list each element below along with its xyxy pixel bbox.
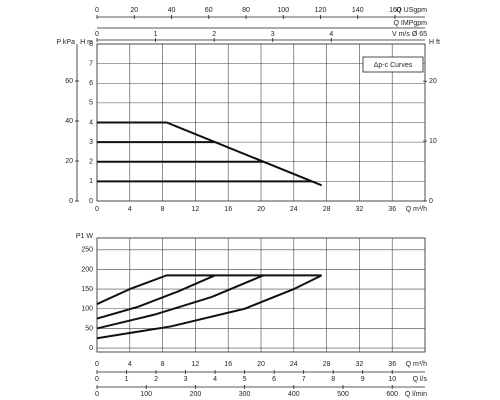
x-tick-label: 32 [356,206,364,213]
scale-tick-label: 9 [361,376,365,383]
x-tick-label: 4 [128,361,132,368]
legend-title: Δp-c Curves [374,62,413,69]
y-tick-label: 5 [89,100,93,107]
scale-tick-label: 5 [243,376,247,383]
y-tick-label: 0 [89,345,93,352]
scale-tick-label: 1 [154,31,158,38]
y-tick-label: 100 [81,306,93,313]
x-tick-label: 0 [95,361,99,368]
curve [96,274,322,305]
y-axis-label: P1 W [76,233,94,240]
scale-label: Q IMPgpm [394,20,428,27]
y-tick-label: 2 [89,159,93,166]
x-tick-label: 36 [388,206,396,213]
scale-tick-label: 100 [140,391,152,398]
x-tick-label: 28 [323,206,331,213]
scale-tick-label: 3 [271,31,275,38]
side-tick-label: 20 [429,78,437,85]
scale-tick-label: 60 [205,7,213,14]
kpa-label: P kPa [56,39,75,46]
x-tick-label: 32 [356,361,364,368]
ft-label: H ft [429,39,440,46]
scale-tick-label: 100 [277,7,289,14]
scale-tick-label: 80 [242,7,250,14]
scale-tick-label: 120 [315,7,327,14]
scale-tick-label: 7 [302,376,306,383]
scale-tick-label: 200 [190,391,202,398]
scale-tick-label: 6 [272,376,276,383]
side-tick-label: 10 [429,138,437,145]
scale-tick-label: 4 [329,31,333,38]
scale-tick-label: 2 [154,376,158,383]
x-tick-label: 20 [257,206,265,213]
x-tick-label: 12 [192,206,200,213]
y-tick-label: 8 [89,41,93,48]
x-tick-label: 24 [290,361,298,368]
x-tick-label: 12 [192,361,200,368]
scale-tick-label: 0 [95,31,99,38]
x-tick-label: 0 [95,206,99,213]
scale-tick-label: 140 [352,7,364,14]
y-tick-label: 3 [89,139,93,146]
side-tick-label: 20 [65,158,73,165]
x-tick-label: 24 [290,206,298,213]
y-tick-label: 150 [81,286,93,293]
y-tick-label: 50 [85,325,93,332]
scale-tick-label: 0 [95,7,99,14]
scale-label: Q l/s [413,376,428,383]
scale-label: Q l/min [405,391,427,398]
side-tick-label: 0 [429,198,433,205]
x-tick-label: 8 [161,361,165,368]
scale-tick-label: 600 [386,391,398,398]
y-axis-label: H m [80,39,93,46]
y-tick-label: 4 [89,119,93,126]
x-tick-label: 4 [128,206,132,213]
scale-tick-label: 20 [130,7,138,14]
y-tick-label: 7 [89,60,93,67]
x-tick-label: 16 [224,206,232,213]
scale-tick-label: 8 [331,376,335,383]
curve [96,274,216,320]
y-tick-label: 1 [89,178,93,185]
y-tick-label: 6 [89,80,93,87]
scale-tick-label: 0 [95,376,99,383]
scale-tick-label: 4 [213,376,217,383]
side-tick-label: 60 [65,78,73,85]
scale-tick-label: 400 [288,391,300,398]
side-tick-label: 40 [65,118,73,125]
curve [96,274,323,340]
x-tick-label: 8 [161,206,165,213]
y-tick-label: 250 [81,247,93,254]
legend-box [362,56,424,73]
scale-tick-label: 2 [212,31,216,38]
x-tick-label: 28 [323,361,331,368]
y-tick-label: 200 [81,266,93,273]
scale-tick-label: 3 [184,376,188,383]
scale-label: V m/s Ø 65 [392,31,427,38]
side-tick-label: 0 [69,198,73,205]
x-axis-label: Q m³/h [406,361,427,368]
scale-tick-label: 0 [95,391,99,398]
x-tick-label: 20 [257,361,265,368]
y-tick-label: 0 [89,198,93,205]
scale-tick-label: 10 [388,376,396,383]
x-tick-label: 36 [388,361,396,368]
scale-tick-label: 1 [125,376,129,383]
scale-tick-label: 500 [337,391,349,398]
scale-tick-label: 300 [239,391,251,398]
curve [96,274,264,330]
curve [97,121,323,187]
x-tick-label: 16 [224,361,232,368]
scale-tick-label: 160 [389,7,401,14]
scale-label: Q USgpm [396,7,427,14]
scale-tick-label: 40 [168,7,176,14]
x-axis-label: Q m³/h [406,206,427,213]
